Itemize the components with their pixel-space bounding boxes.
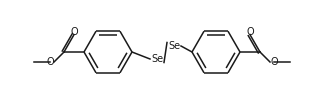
Text: O: O [46,57,54,67]
Text: Se: Se [151,54,163,64]
Text: O: O [246,27,254,37]
Text: O: O [70,27,78,37]
Text: O: O [270,57,278,67]
Text: Se: Se [168,41,180,51]
